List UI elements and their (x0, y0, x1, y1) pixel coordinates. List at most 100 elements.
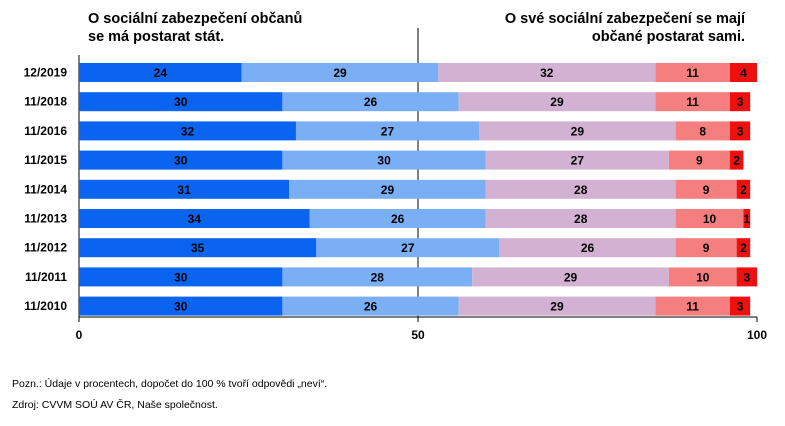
x-tick-label: 50 (411, 328, 425, 342)
data-label: 9 (703, 183, 710, 197)
bar-segment (282, 296, 459, 316)
bar-segment (675, 209, 744, 228)
bar-segment (485, 209, 676, 228)
data-label: 10 (696, 270, 710, 284)
x-tick-label: 100 (747, 328, 767, 342)
category-label: 11/2011 (25, 270, 67, 284)
category-label: 11/2018 (24, 95, 67, 109)
data-label: 24 (154, 66, 168, 80)
bar-segment (241, 63, 439, 82)
data-label: 29 (381, 183, 395, 197)
bar-segment (729, 296, 751, 316)
bar-segment (309, 209, 486, 228)
bar-segment (79, 209, 310, 228)
bar-segment (79, 267, 283, 287)
category-label: 11/2016 (24, 124, 67, 138)
bar-segment (729, 121, 751, 141)
footnote-source: Zdroj: CVVM SOÚ AV ČR, Naše společnost. (12, 399, 218, 411)
bar-segment (79, 63, 242, 82)
header-right-line-2: občané postarat sami. (591, 29, 745, 45)
data-label: 3 (737, 124, 744, 138)
data-label: 2 (740, 183, 747, 197)
bar-segment (655, 296, 730, 316)
data-label: 31 (177, 183, 191, 197)
data-label: 34 (188, 212, 202, 226)
data-label: 26 (364, 300, 378, 314)
category-label: 11/2014 (24, 182, 67, 196)
data-label: 29 (550, 300, 564, 314)
data-label: 32 (540, 66, 554, 80)
data-label: 35 (191, 241, 205, 255)
data-label: 10 (703, 212, 717, 226)
data-label: 11 (686, 300, 699, 314)
bar-segment (743, 209, 751, 228)
header-left: O sociální zabezpečení občanů se má post… (88, 10, 368, 46)
bar-segment (736, 267, 757, 287)
bar-segment (458, 92, 656, 112)
data-label: 28 (371, 270, 385, 284)
bar-segment (458, 296, 656, 316)
data-label: 27 (571, 154, 585, 168)
bar-segment (736, 238, 751, 258)
data-label: 27 (381, 124, 395, 138)
category-label: 12/2019 (24, 66, 68, 80)
bar-segment (295, 121, 480, 141)
x-tick-label: 0 (76, 328, 83, 342)
data-label: 29 (550, 95, 564, 109)
data-label: 30 (377, 154, 391, 168)
bar-segment (472, 267, 669, 287)
header-right-line-1: O své sociální zabezpečení se mají (504, 11, 745, 27)
data-label: 32 (181, 124, 195, 138)
header-right: O své sociální zabezpečení se mají občan… (445, 10, 745, 46)
data-label: 4 (740, 66, 747, 80)
bar-segment (668, 150, 730, 170)
bar-segment (668, 267, 737, 287)
data-label: 27 (401, 241, 415, 255)
bar-segment (282, 150, 486, 170)
data-label: 11 (686, 95, 699, 109)
data-label: 1 (743, 212, 750, 226)
data-label: 2 (740, 241, 747, 255)
data-label: 9 (703, 241, 710, 255)
bar-segment (79, 150, 283, 170)
bar-segment (499, 238, 676, 258)
data-label: 29 (333, 66, 347, 80)
bar-segment (79, 92, 283, 112)
bar-segment (655, 63, 730, 82)
data-label: 29 (571, 124, 585, 138)
data-label: 11 (686, 66, 699, 80)
bar-segment (282, 267, 473, 287)
header-left-line-2: se má postarat stát. (88, 29, 225, 45)
data-label: 3 (737, 300, 744, 314)
bar-segment (79, 121, 296, 141)
bar-segment (736, 179, 751, 199)
bar-segment (438, 63, 656, 82)
data-label: 30 (174, 300, 188, 314)
data-label: 8 (699, 124, 706, 138)
data-label: 3 (737, 95, 744, 109)
data-label: 9 (696, 154, 703, 168)
bar-segment (79, 296, 283, 316)
data-label: 30 (174, 95, 188, 109)
bar-segment (79, 238, 317, 258)
bar-segment (316, 238, 500, 258)
data-label: 30 (174, 154, 188, 168)
bar-segment (79, 179, 290, 199)
data-label: 26 (364, 95, 378, 109)
bar-segment (729, 92, 751, 112)
header-left-line-1: O sociální zabezpečení občanů (88, 11, 303, 27)
data-label: 28 (574, 183, 588, 197)
bar-segment (675, 179, 737, 199)
bar-segment (655, 92, 730, 112)
bar-segment (485, 179, 676, 199)
category-label: 11/2013 (24, 212, 67, 226)
bar-segment (675, 121, 730, 141)
data-label: 2 (733, 154, 740, 168)
data-label: 29 (564, 270, 578, 284)
bar-segment (485, 150, 669, 170)
bar-segment (289, 179, 486, 199)
bar-segment (729, 150, 744, 170)
category-label: 11/2010 (24, 299, 67, 313)
bar-segment (479, 121, 676, 141)
footnote-note: Pozn.: Údaje v procentech, dopočet do 10… (12, 378, 328, 390)
